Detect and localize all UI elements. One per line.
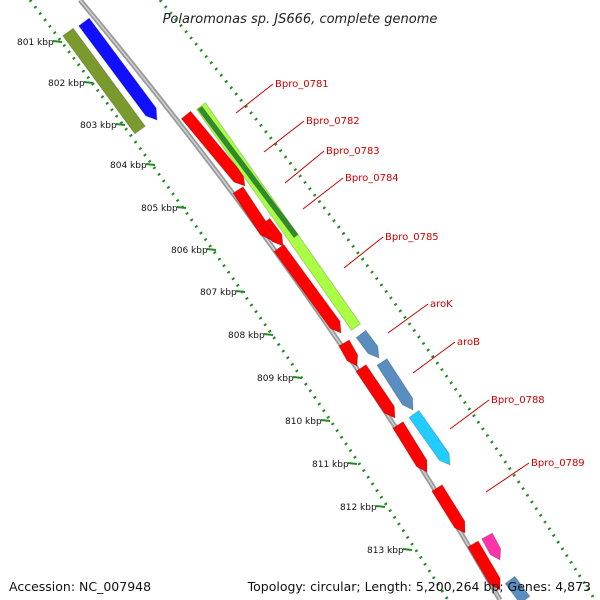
cds-feature <box>338 339 359 367</box>
map-title: Polaromonas sp. JS666, complete genome <box>163 12 438 27</box>
outer-ruler <box>158 0 597 600</box>
gene-label-leader <box>387 303 429 334</box>
gene-label: Bpro_0781 <box>275 79 329 90</box>
gene-feature-dark-green <box>197 105 299 239</box>
cds-feature <box>467 540 501 591</box>
gene-label-leader <box>235 83 274 114</box>
gene-feature-aroK <box>355 329 380 359</box>
kbp-label: 805 kbp <box>141 204 178 214</box>
gene-feature-blue <box>78 17 158 121</box>
gene-label-leader <box>343 236 384 269</box>
genome-summary-text: Topology: circular; Length: 5,200,264 bp… <box>247 579 591 594</box>
gene-label: Bpro_0783 <box>326 146 380 157</box>
gene-label: Bpro_0782 <box>306 116 360 127</box>
gene-label: Bpro_0785 <box>385 232 439 243</box>
gene-feature-magenta <box>481 532 502 561</box>
kbp-tick <box>320 419 331 422</box>
cds-feature <box>355 363 396 419</box>
kbp-tick <box>402 548 413 551</box>
kbp-label: 802 kbp <box>48 79 85 89</box>
kbp-label: 806 kbp <box>171 246 208 256</box>
gene-label: Bpro_0789 <box>531 458 585 469</box>
kbp-label: 809 kbp <box>257 374 294 384</box>
kbp-tick <box>347 462 358 465</box>
kbp-tick <box>263 333 274 336</box>
gene-label-leader <box>485 462 530 493</box>
kbp-label: 803 kbp <box>80 121 117 131</box>
kbp-label: 804 kbp <box>110 161 147 171</box>
gene-label: aroK <box>430 299 453 310</box>
kbp-scale: 801 kbp 802 kbp 803 kbp 804 kbp 805 kbp 806 k… <box>17 38 413 556</box>
kbp-tick <box>145 163 156 166</box>
kbp-tick <box>176 206 187 209</box>
kbp-label: 812 kbp <box>340 503 377 513</box>
gene-features <box>62 17 531 600</box>
cds-feature <box>180 110 246 187</box>
gene-label-leader <box>412 341 456 374</box>
cds-feature <box>273 243 342 334</box>
gene-label-leader <box>302 177 344 210</box>
kbp-label: 801 kbp <box>17 38 54 48</box>
kbp-label: 808 kbp <box>228 331 265 341</box>
kbp-tick <box>206 248 217 251</box>
kbp-label: 811 kbp <box>312 460 349 470</box>
gene-feature-olive <box>62 27 146 135</box>
gene-feature-cyan <box>408 409 451 466</box>
kbp-label: 807 kbp <box>200 288 237 298</box>
kbp-tick <box>115 123 126 126</box>
kbp-tick <box>292 376 303 379</box>
gene-label-leader <box>284 150 325 184</box>
kbp-label: 810 kbp <box>285 417 322 427</box>
inner-ruler <box>28 0 450 600</box>
gene-feature-aroB <box>376 358 414 411</box>
gene-label-leader <box>449 399 490 430</box>
kbp-label: 813 kbp <box>367 546 404 556</box>
kbp-tick <box>52 40 63 43</box>
gene-label: Bpro_0784 <box>345 173 399 184</box>
gene-feature-steel <box>504 575 531 600</box>
gene-label-leader <box>263 120 305 153</box>
kbp-tick <box>235 290 246 293</box>
gene-labels: Bpro_0781 Bpro_0782 Bpro_0783 Bpro_0784 Bpro… <box>235 79 585 493</box>
cds-feature <box>431 484 466 534</box>
gene-label: aroB <box>457 337 480 348</box>
cds-feature <box>259 217 284 247</box>
gene-label: Bpro_0788 <box>491 395 545 406</box>
kbp-tick <box>375 505 386 508</box>
cds-feature <box>392 421 428 473</box>
kbp-tick <box>83 81 94 84</box>
accession-text: Accession: NC_007948 <box>9 579 152 594</box>
